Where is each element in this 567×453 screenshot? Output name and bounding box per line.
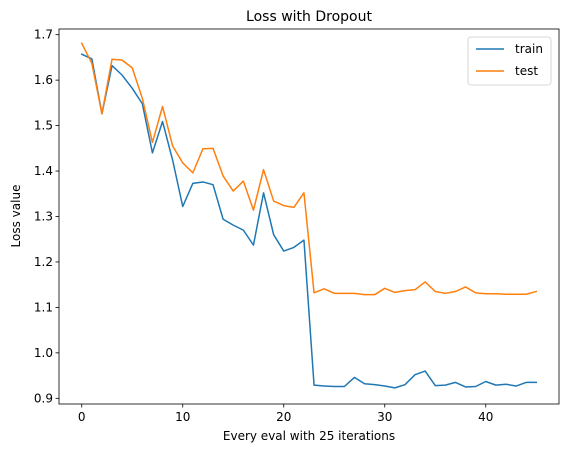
x-tick-label: 30	[377, 410, 392, 424]
x-tick-label: 0	[78, 410, 86, 424]
y-tick-label: 1.4	[34, 164, 53, 178]
chart-title: Loss with Dropout	[246, 9, 372, 25]
legend: train test	[468, 37, 551, 85]
y-tick-label: 1.3	[34, 210, 53, 224]
y-tick-label: 1.5	[34, 119, 53, 133]
x-tick-label: 10	[175, 410, 190, 424]
legend-label-test: test	[515, 64, 538, 78]
y-axis-label: Loss value	[9, 185, 23, 248]
x-tick-label: 20	[276, 410, 291, 424]
series-line-train	[82, 54, 537, 388]
x-axis-label: Every eval with 25 iterations	[223, 429, 395, 443]
y-tick-label: 0.9	[34, 391, 53, 405]
y-tick-label: 1.7	[34, 28, 53, 42]
y-tick-label: 1.0	[34, 346, 53, 360]
plot-area: 0 10 20 30 40 0.9 1.0 1.1 1.2 1.3 1.4 1.5 1.6 1.7 trai…	[34, 28, 559, 424]
y-tick-label: 1.2	[34, 255, 53, 269]
legend-label-train: train	[515, 42, 543, 56]
x-tick-label: 40	[478, 410, 493, 424]
y-tick-label: 1.6	[34, 73, 53, 87]
y-tick-label: 1.1	[34, 300, 53, 314]
